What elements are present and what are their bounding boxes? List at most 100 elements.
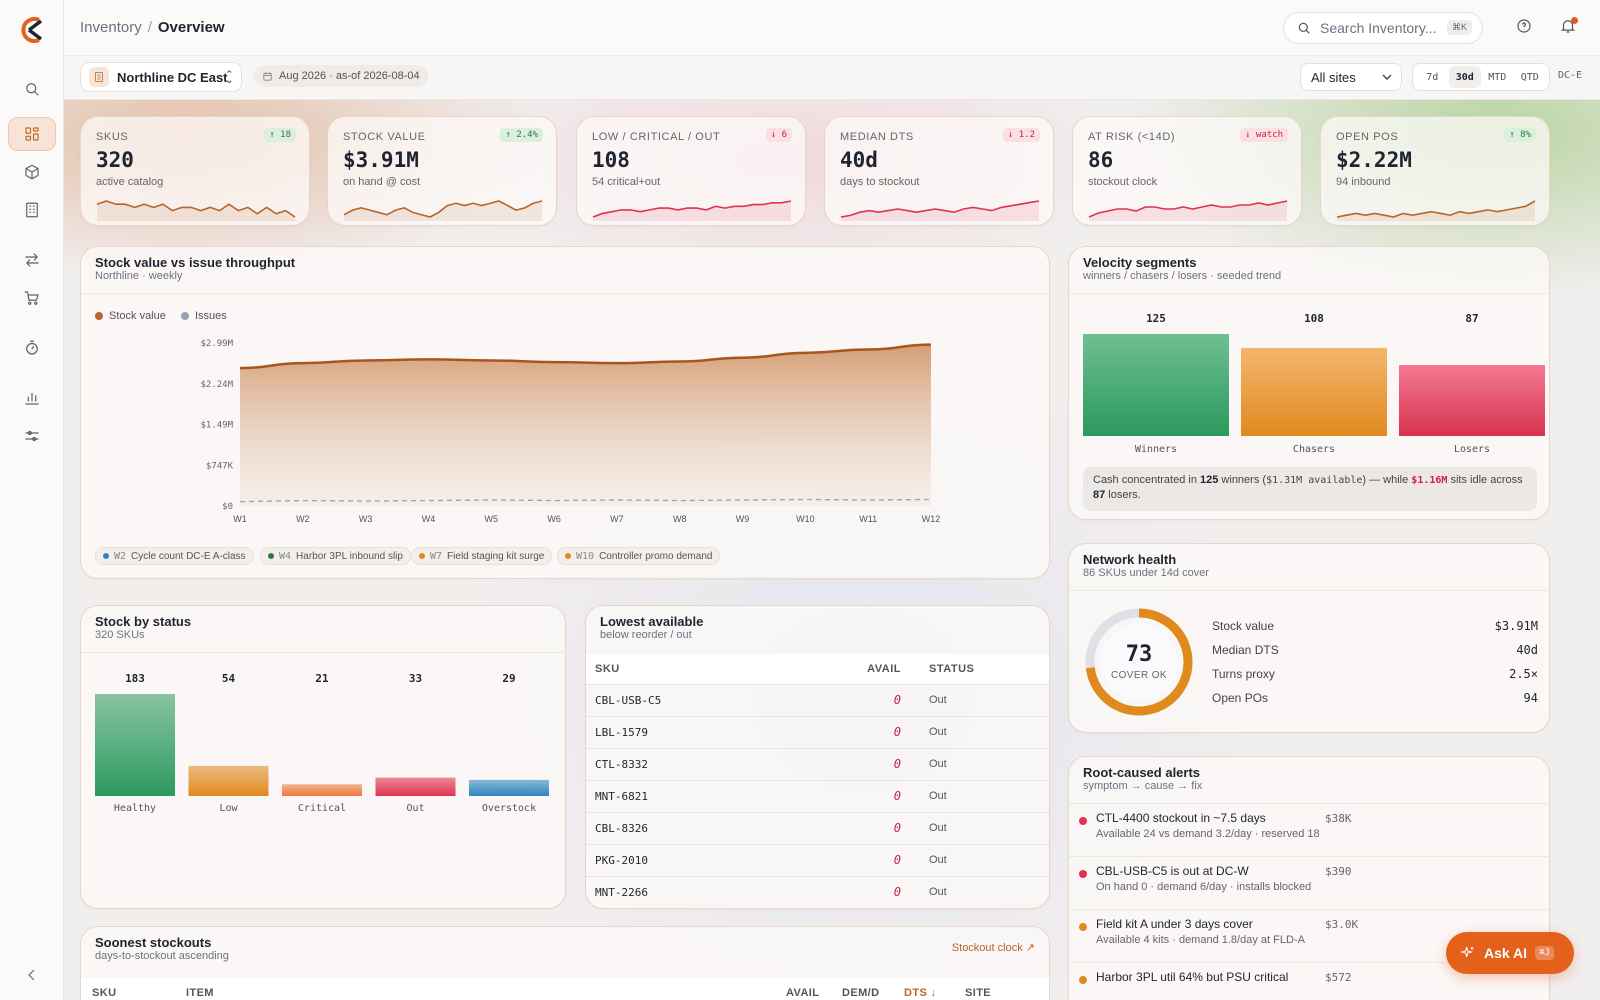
sidebar-item-items[interactable]	[8, 155, 56, 189]
avail-cell: 0	[835, 811, 915, 844]
table-row[interactable]: PKG-2010 0 Out	[586, 843, 1049, 876]
card-subtitle: Northline · weekly	[95, 270, 183, 282]
table-row[interactable]: MNT-2266 0 Out	[586, 875, 1049, 908]
range-30d-button[interactable]: 30d	[1448, 66, 1481, 88]
table-row[interactable]: CBL-8326 0 Out	[586, 811, 1049, 844]
sliders-icon	[25, 430, 39, 442]
site-selector[interactable]: Northline DC East ⌃ ⌄	[80, 62, 242, 92]
transfer-icon	[25, 253, 39, 267]
kpi-sparkline	[1088, 200, 1288, 221]
range-mtd-button[interactable]: MTD	[1488, 71, 1507, 83]
col-sku[interactable]: SKU	[92, 987, 117, 999]
breadcrumb: Inventory / Overview	[80, 19, 225, 36]
legend-issues[interactable]: Issues	[181, 310, 227, 322]
help-button[interactable]	[1515, 17, 1537, 39]
sidebar-item-purchasing[interactable]	[8, 281, 56, 315]
avail-cell: 0	[835, 875, 915, 908]
sparkline-fill	[593, 201, 791, 221]
date-range-chip[interactable]: Aug 2026 · as-of 2026-08-04	[254, 65, 428, 87]
kpi-card[interactable]: Low / Critical / Out 108 54 critical+out…	[576, 116, 806, 226]
x-tick-label: W5	[485, 514, 499, 524]
alert-title: Field kit A under 3 days cover	[1096, 917, 1253, 931]
card-subtitle: 320 SKUs	[95, 629, 145, 641]
status-cell: Out	[915, 747, 1049, 780]
search-nav-button[interactable]	[8, 72, 56, 106]
range-qtd-button[interactable]: QTD	[1520, 71, 1539, 83]
card-title: Stock value vs issue throughput	[95, 255, 296, 270]
sidebar-item-reports[interactable]	[8, 381, 56, 415]
sidebar-item-settings[interactable]	[8, 419, 56, 453]
col-dts-sorted[interactable]: DTS ↓	[904, 987, 937, 999]
search-input[interactable]: Search Inventory... ⌘K	[1283, 12, 1483, 44]
kpi-card[interactable]: Median DTS 40d days to stockout ↓ 1.2	[824, 116, 1054, 226]
metric-median-dts: Median DTS 40d	[1212, 643, 1538, 657]
alert-title: Harbor 3PL util 64% but PSU critical	[1096, 970, 1289, 984]
bar-chart-icon	[25, 392, 39, 405]
kpi-card[interactable]: At risk (<14d) 86 stockout clock ↓ watch	[1072, 116, 1302, 226]
col-demand[interactable]: DEM/D	[842, 987, 880, 999]
metric-open-pos: Open POs 94	[1212, 691, 1538, 705]
app-logo[interactable]	[17, 17, 47, 43]
velocity-bar-winners	[1083, 334, 1229, 436]
kpi-card[interactable]: Open POs $2.22M 94 inbound ↑ 8%	[1320, 116, 1550, 226]
legend-stock-value[interactable]: Stock value	[95, 310, 166, 322]
velocity-bar-value: 108	[1304, 312, 1324, 325]
stockout-clock-link[interactable]: Stockout clock ↗	[951, 942, 1035, 954]
annotation-chip[interactable]: W10 Controller promo demand	[557, 547, 721, 565]
notifications-button[interactable]	[1559, 17, 1581, 39]
kpi-card[interactable]: Stock value $3.91M on hand @ cost ↑ 2.4%	[327, 116, 557, 226]
status-cell: Out	[915, 683, 1049, 716]
x-tick-label: W9	[736, 514, 750, 524]
alert-item[interactable]: CTL-4400 stockout in ~7.5 days $38K Availa…	[1069, 803, 1549, 856]
sidebar-item-sites[interactable]	[8, 193, 56, 227]
annotation-chip[interactable]: W2 Cycle count DC-E A-class	[95, 547, 254, 565]
sidebar-item-timers[interactable]	[8, 331, 56, 365]
table-row[interactable]: CBL-USB-C5 0 Out	[586, 683, 1049, 716]
kpi-subtitle: 94 inbound	[1336, 176, 1391, 188]
lowest-available-card: Lowest available below reorder / out SKU…	[585, 605, 1050, 909]
notification-dot	[1571, 17, 1578, 24]
status-bar-label: Critical	[298, 803, 346, 814]
col-avail[interactable]: AVAIL	[835, 654, 915, 684]
alert-severity-dot	[1079, 923, 1087, 931]
alert-item[interactable]: Field kit A under 3 days cover $3.0K Avail…	[1069, 909, 1549, 962]
col-status[interactable]: STATUS	[915, 654, 1049, 684]
table-row[interactable]: LBL-1579 0 Out	[586, 715, 1049, 748]
sites-filter-select[interactable]: All sites	[1300, 63, 1402, 91]
table-row[interactable]: MNT-6821 0 Out	[586, 779, 1049, 812]
sidebar-item-transfers[interactable]	[8, 243, 56, 277]
alert-item[interactable]: Harbor 3PL util 64% but PSU critical $572	[1069, 962, 1549, 1000]
range-7d-button[interactable]: 7d	[1426, 71, 1439, 83]
annotation-chip[interactable]: W7 Field staging kit surge	[411, 547, 553, 565]
col-avail[interactable]: AVAIL	[786, 987, 820, 999]
breadcrumb-inventory[interactable]: Inventory	[80, 19, 142, 36]
card-title: Stock by status	[95, 614, 192, 629]
card-subtitle: winners / chasers / losers · seeded tren…	[1083, 270, 1282, 282]
velocity-bar-label: Losers	[1454, 444, 1490, 455]
sparkline-line	[1088, 200, 1288, 218]
annotation-chip[interactable]: W4 Harbor 3PL inbound slip	[260, 547, 411, 565]
alert-item[interactable]: CBL-USB-C5 is out at DC-W $390 On hand 0 ·…	[1069, 856, 1549, 909]
ask-ai-button[interactable]: Ask AI ⌘J	[1446, 932, 1574, 974]
col-item[interactable]: ITEM	[186, 987, 214, 999]
kpi-trend-badge: ↑ 18	[264, 128, 296, 142]
y-tick-label: $2.99M	[200, 339, 233, 349]
table-row[interactable]: CTL-8332 0 Out	[586, 747, 1049, 780]
col-site[interactable]: SITE	[965, 987, 992, 999]
velocity-bar-chasers	[1241, 347, 1387, 436]
kpi-value: 320	[96, 148, 134, 172]
kpi-card[interactable]: SKUs 320 active catalog ↑ 18	[80, 116, 310, 226]
annotation-week: W7	[430, 550, 443, 562]
y-tick-label: $2.24M	[200, 380, 233, 390]
alert-amount: $38K	[1325, 812, 1352, 825]
sidebar-collapse-button[interactable]	[8, 958, 56, 992]
kpi-sparkline	[96, 200, 296, 221]
velocity-segments-card: Velocity segments winners / chasers / lo…	[1068, 246, 1550, 520]
dc-code: DC-E	[1558, 70, 1583, 81]
kpi-subtitle: stockout clock	[1088, 176, 1158, 188]
col-sku[interactable]: SKU	[586, 654, 835, 684]
sidebar-item-overview[interactable]	[8, 117, 56, 151]
collapse-icon	[28, 969, 35, 981]
topbar: Inventory / Overview Search Inventory... ⌘…	[64, 0, 1600, 56]
x-tick-label: W1	[233, 514, 247, 524]
